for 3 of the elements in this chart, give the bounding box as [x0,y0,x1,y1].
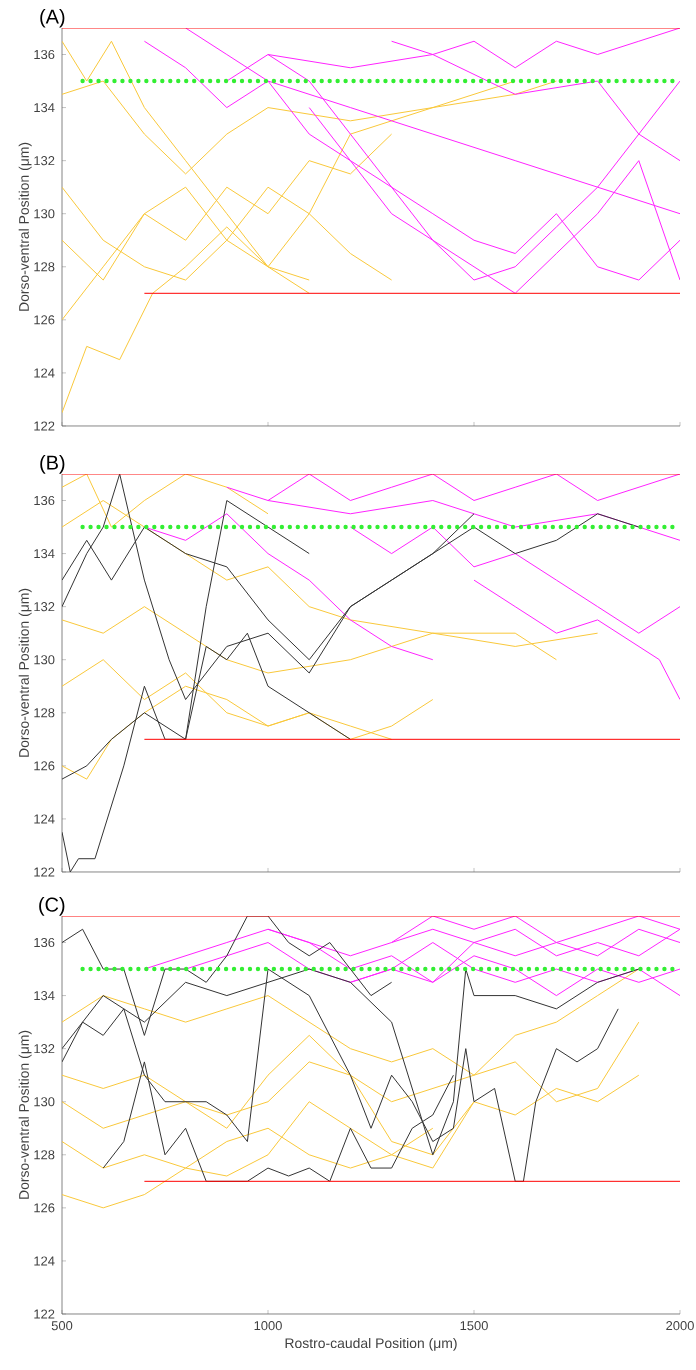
chart-title: (B) [40,455,65,474]
chart-title: (A) [40,9,65,28]
chart-title: (C) [39,897,65,916]
